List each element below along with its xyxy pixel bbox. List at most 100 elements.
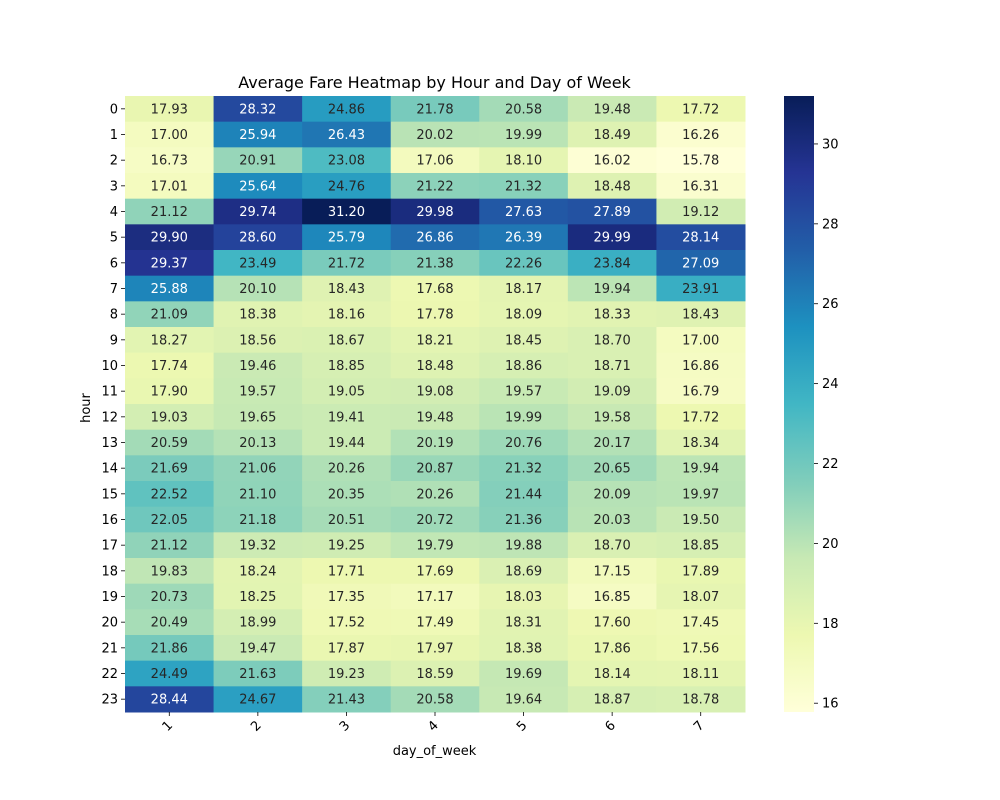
cell-value-label: 22.26 [505, 256, 542, 271]
cell-value-label: 21.06 [239, 462, 276, 477]
cell-value-label: 19.44 [328, 436, 365, 451]
heatmap-cell [125, 352, 215, 379]
cell-value-label: 19.23 [328, 667, 365, 682]
cell-value-label: 19.08 [416, 385, 453, 400]
heatmap-cell [302, 686, 392, 713]
y-tick-label: 4 [110, 205, 118, 220]
cell-value-label: 18.48 [594, 179, 631, 194]
heatmap-cell [390, 173, 480, 200]
heatmap-cell [390, 327, 480, 354]
heatmap-cell [390, 275, 480, 302]
heatmap-cell [125, 481, 215, 508]
cell-value-label: 18.14 [594, 667, 631, 682]
cell-value-label: 19.48 [594, 102, 631, 117]
heatmap-cell [479, 250, 569, 277]
heatmap-cell [656, 352, 746, 379]
heatmap-cell [390, 96, 480, 123]
heatmap-cell [125, 635, 215, 662]
heatmap-cell [479, 404, 569, 431]
cell-value-label: 20.58 [505, 102, 542, 117]
colorbar-tick-label: 24 [822, 377, 839, 392]
heatmap-cell [302, 429, 392, 456]
heatmap-cell [213, 224, 303, 251]
heatmap-cell [567, 121, 657, 148]
x-tick-label: 4 [425, 718, 441, 734]
cell-value-label: 21.18 [239, 513, 276, 528]
cell-value-label: 17.93 [151, 102, 188, 117]
heatmap-cell [213, 660, 303, 687]
heatmap-cell [213, 558, 303, 585]
heatmap-cell [302, 404, 392, 431]
x-tick-label: 5 [514, 718, 530, 734]
heatmap-cell [125, 224, 215, 251]
cell-value-label: 17.68 [416, 282, 453, 297]
cell-value-label: 16.85 [594, 590, 631, 605]
cell-value-label: 19.69 [505, 667, 542, 682]
colorbar-tick-label: 30 [822, 137, 839, 152]
colorbar-tick-label: 16 [822, 697, 839, 712]
cell-value-label: 20.35 [328, 487, 365, 502]
heatmap-cell [479, 352, 569, 379]
heatmap-cell [656, 275, 746, 302]
y-tick-label: 21 [101, 641, 118, 656]
heatmap-cell [302, 378, 392, 405]
heatmap-cell [390, 558, 480, 585]
heatmap-cell [656, 635, 746, 662]
y-tick-label: 16 [101, 513, 118, 528]
cell-value-label: 29.37 [151, 256, 188, 271]
cell-value-label: 19.99 [505, 410, 542, 425]
heatmap-cell [125, 198, 215, 225]
cell-value-label: 21.43 [328, 693, 365, 708]
cell-value-label: 18.09 [505, 308, 542, 323]
y-tick-label: 23 [101, 693, 118, 708]
heatmap-cell [479, 660, 569, 687]
cell-value-label: 18.70 [594, 333, 631, 348]
cell-value-label: 22.52 [151, 487, 188, 502]
cell-value-label: 21.10 [239, 487, 276, 502]
heatmap-cell [125, 147, 215, 174]
y-tick-label: 9 [110, 333, 118, 348]
heatmap-cell [302, 455, 392, 482]
heatmap-cell [567, 660, 657, 687]
cell-value-label: 18.43 [682, 308, 719, 323]
heatmap-cell [479, 224, 569, 251]
heatmap-cell [656, 121, 746, 148]
heatmap-cell [656, 250, 746, 277]
heatmap-cell [479, 558, 569, 585]
cell-value-label: 28.44 [151, 693, 188, 708]
heatmap-cell [390, 481, 480, 508]
heatmap-cell [656, 609, 746, 636]
heatmap-cell [302, 224, 392, 251]
y-tick-label: 22 [101, 667, 118, 682]
colorbar-tick-label: 20 [822, 537, 839, 552]
heatmap-cell [479, 609, 569, 636]
cell-value-label: 18.10 [505, 154, 542, 169]
heatmap-cell [390, 378, 480, 405]
cell-value-label: 19.47 [239, 641, 276, 656]
cell-value-label: 21.12 [151, 539, 188, 554]
cell-value-label: 18.85 [328, 359, 365, 374]
cell-value-label: 18.85 [682, 539, 719, 554]
heatmap-cell [567, 455, 657, 482]
heatmap-cell [213, 96, 303, 123]
heatmap-cell [302, 583, 392, 610]
heatmap-cell [567, 378, 657, 405]
heatmap-cell [302, 352, 392, 379]
y-tick-label: 5 [110, 231, 118, 246]
x-tick-label: 3 [337, 718, 353, 734]
heatmap-cell [390, 352, 480, 379]
cell-value-label: 17.01 [151, 179, 188, 194]
y-tick-label: 11 [101, 385, 118, 400]
heatmap-cell [302, 173, 392, 200]
cell-value-label: 18.43 [328, 282, 365, 297]
heatmap-cell [656, 481, 746, 508]
heatmap-cell [479, 455, 569, 482]
heatmap-cell [125, 327, 215, 354]
y-tick-label: 1 [110, 128, 118, 143]
cell-value-label: 19.88 [505, 539, 542, 554]
cell-value-label: 23.49 [239, 256, 276, 271]
heatmap-cell [567, 224, 657, 251]
heatmap-cell [302, 301, 392, 328]
colorbar [784, 96, 814, 712]
